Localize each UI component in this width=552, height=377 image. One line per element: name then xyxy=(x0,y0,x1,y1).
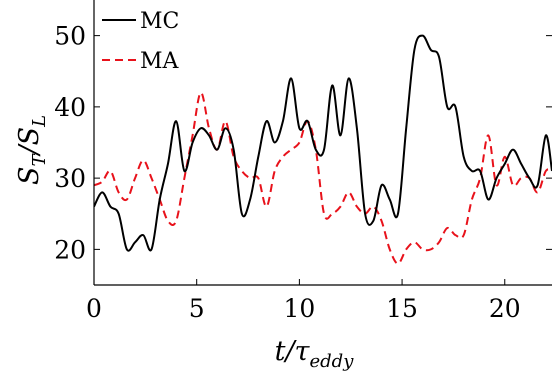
y-tick-label: 40 xyxy=(54,93,86,122)
x-tick-label: 20 xyxy=(489,294,521,323)
y-axis-label: ST/SL xyxy=(14,115,50,185)
series-layer xyxy=(94,34,552,265)
x-tick-label: 15 xyxy=(386,294,418,323)
legend-label-mc: MC xyxy=(140,9,179,34)
x-axis-label: t/τeddy xyxy=(275,336,355,372)
y-tick-label: 30 xyxy=(54,164,86,193)
series-line-ma xyxy=(94,91,552,265)
tick-layer: 0 5 10 15 20 20 30 40 50 xyxy=(54,22,552,323)
x-tick-label: 0 xyxy=(86,294,102,323)
x-tick-label: 10 xyxy=(283,294,315,323)
series-line-mc xyxy=(94,34,552,252)
x-tick-label: 5 xyxy=(189,294,205,323)
y-tick-label: 20 xyxy=(54,235,86,264)
y-tick-label: 50 xyxy=(54,22,86,51)
legend: MC MA xyxy=(102,9,180,74)
legend-label-ma: MA xyxy=(140,49,180,74)
